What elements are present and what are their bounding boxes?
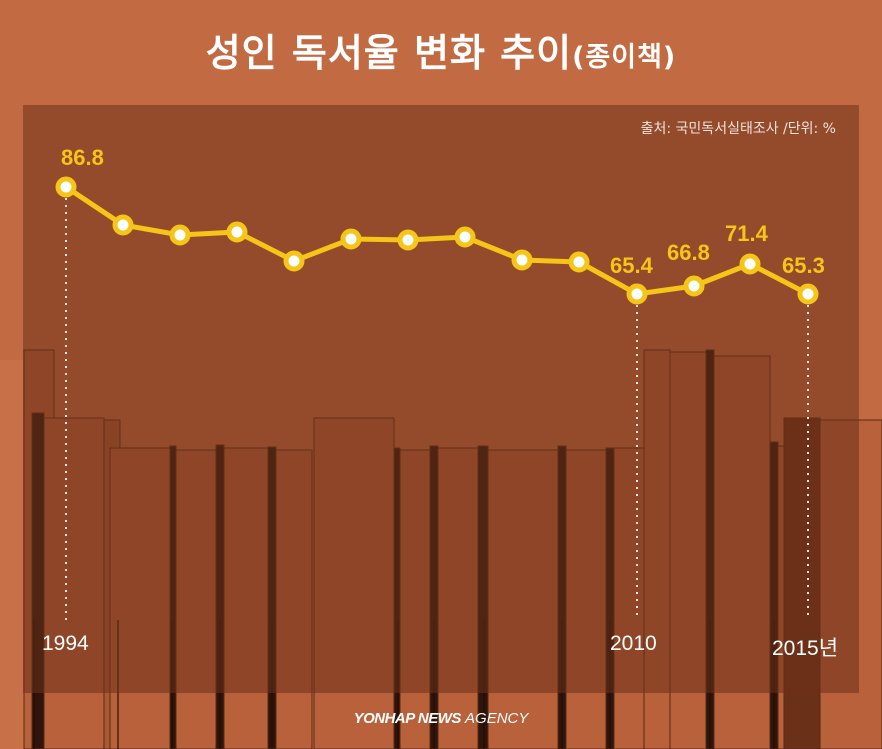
logo-bold-text: YONHAP NEWS <box>353 710 462 727</box>
title-main: 성인 독서율 변화 추이 <box>205 31 573 75</box>
x-label-end: 2015년 <box>772 637 839 660</box>
title-subtitle: (종이책) <box>572 42 677 73</box>
data-label-2011: 66.8 <box>667 240 710 265</box>
data-point-markers <box>55 176 819 305</box>
source-note: 출처: 국민독서실태조사 /단위: % <box>640 121 836 137</box>
page-title: 성인 독서율 변화 추이(종이책) <box>0 22 882 77</box>
data-label-1994: 86.8 <box>61 145 104 170</box>
year-guide-lines <box>65 198 809 620</box>
data-label-2013: 71.4 <box>725 221 768 246</box>
x-label-start: 1994 <box>42 632 89 655</box>
data-label-2015: 65.3 <box>782 253 825 278</box>
chart-panel <box>23 105 859 693</box>
x-label-mid: 2010 <box>610 632 657 655</box>
data-label-2010: 65.4 <box>610 253 653 278</box>
logo-light-text: AGENCY <box>465 710 529 727</box>
agency-logo: YONHAP NEWS AGENCY <box>0 710 882 727</box>
